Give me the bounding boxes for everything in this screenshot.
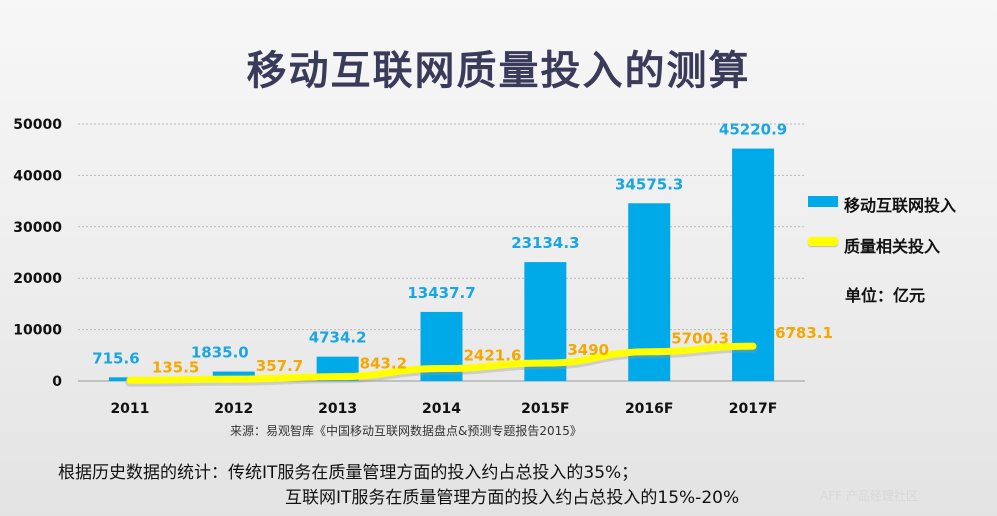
x-tick-label: 2012 [214,401,253,417]
note-line-1: 根据历史数据的统计：传统IT服务在质量管理方面的投入约占总投入的35%； [58,463,639,483]
y-tick-label: 0 [52,374,62,390]
line-value-label: 5700.3 [671,330,729,348]
y-tick-label: 30000 [13,220,62,236]
bar-value-label: 1835.0 [191,344,249,362]
chart-title: 移动互联网质量投入的测算 [246,48,751,94]
line-value-label: 6783.1 [775,324,833,342]
line-value-label: 135.5 [152,358,199,376]
x-tick-label: 2011 [110,401,149,417]
bar-value-label: 45220.9 [719,121,787,139]
unit-label: 单位：亿元 [845,286,926,305]
legend-label-bar: 移动互联网投入 [844,196,957,215]
y-tick-label: 10000 [13,323,62,339]
bar-value-label: 13437.7 [407,284,475,302]
x-tick-label: 2013 [318,401,357,417]
legend-label-line: 质量相关投入 [844,237,941,256]
bar-value-label: 34575.3 [615,175,683,193]
watermark: AFF 产品经理社区 [820,489,918,503]
legend-swatch-bar [808,196,838,207]
note-line-2: 互联网IT服务在质量管理方面的投入约占总投入的15%-20% [285,488,740,508]
source-caption: 来源：易观智库《中国移动互联网数据盘点&预测专题报告2015》 [230,424,582,438]
x-tick-label: 2014 [422,401,461,417]
bar-value-label: 715.6 [92,349,139,367]
bar-value-label: 4734.2 [309,329,367,347]
line-value-label: 843.2 [360,355,407,373]
legend-swatch-line [808,237,838,246]
bar [732,148,775,381]
x-tick-label: 2016F [625,401,674,417]
line-value-label: 357.7 [256,357,303,375]
line-value-label: 3490 [567,341,609,359]
y-tick-label: 50000 [13,117,62,133]
x-tick-label: 2017F [729,401,778,417]
bar-value-label: 23134.3 [511,234,579,252]
line-value-label: 2421.6 [464,347,522,365]
x-tick-label: 2015F [521,401,570,417]
y-tick-label: 20000 [13,271,62,287]
line-series [126,342,757,384]
y-tick-label: 40000 [13,168,62,184]
